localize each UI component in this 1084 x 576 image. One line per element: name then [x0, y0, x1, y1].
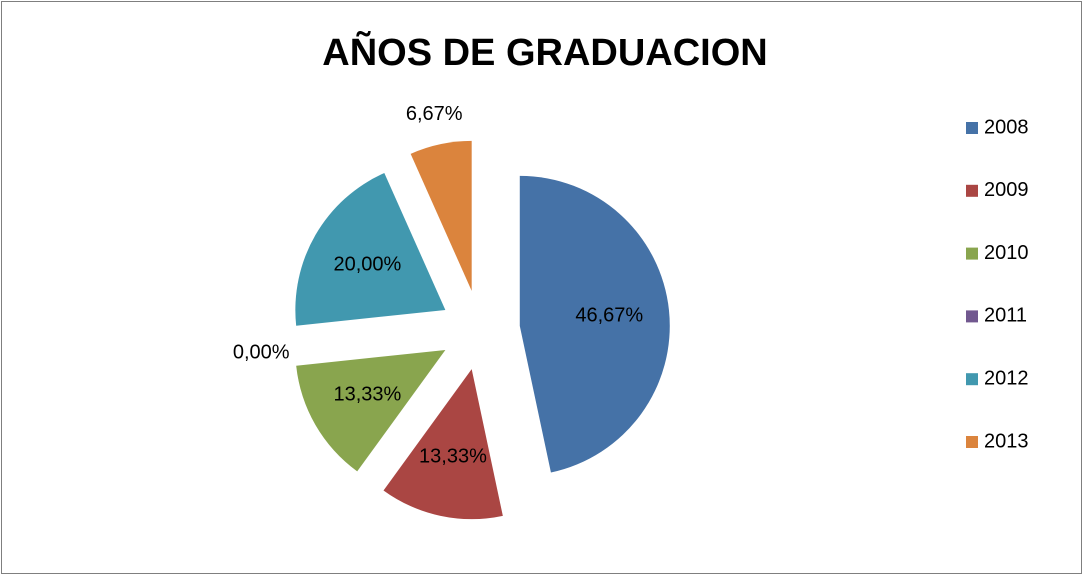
- data-label: 46,67%: [575, 305, 643, 327]
- legend-swatch: [966, 310, 978, 323]
- legend-label: 2009: [984, 179, 1029, 201]
- pie-slice: [296, 350, 446, 472]
- legend-swatch: [966, 373, 978, 386]
- legend-label: 2013: [984, 430, 1029, 452]
- data-label: 0,00%: [233, 341, 290, 363]
- data-label: 13,33%: [334, 383, 402, 405]
- legend-label: 2012: [984, 367, 1029, 389]
- legend-swatch: [966, 122, 978, 134]
- pie-slice: [295, 172, 446, 326]
- legend-label: 2008: [984, 116, 1029, 138]
- data-label: 20,00%: [333, 253, 401, 275]
- pie-slice: [410, 140, 472, 291]
- pie-slice: [519, 175, 670, 473]
- legend-swatch: [966, 184, 978, 197]
- chart-title: AÑOS DE GRADUACION: [322, 30, 767, 74]
- legend-label: 2010: [984, 242, 1029, 264]
- legend-swatch: [966, 247, 978, 260]
- data-label: 6,67%: [406, 103, 463, 125]
- legend-label: 2011: [984, 305, 1027, 327]
- pie-slice: [383, 369, 503, 520]
- legend-swatch: [966, 436, 978, 448]
- data-label: 13,33%: [419, 445, 487, 467]
